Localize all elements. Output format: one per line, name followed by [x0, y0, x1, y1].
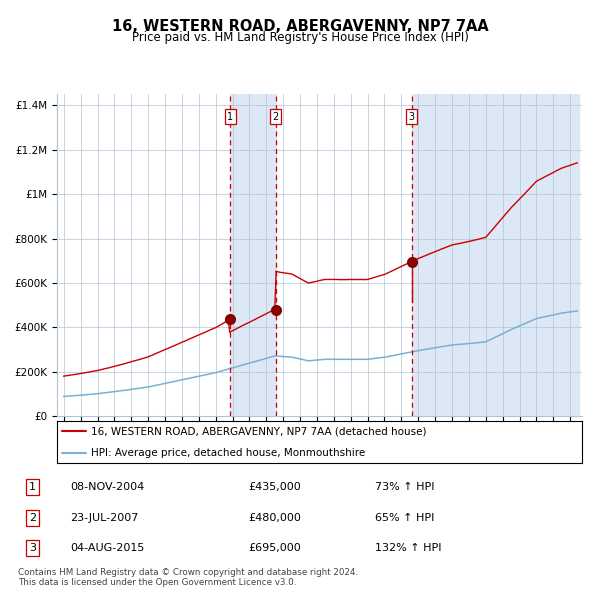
Text: £695,000: £695,000 [248, 543, 301, 553]
Text: 2: 2 [29, 513, 36, 523]
Text: 16, WESTERN ROAD, ABERGAVENNY, NP7 7AA: 16, WESTERN ROAD, ABERGAVENNY, NP7 7AA [112, 19, 488, 34]
Text: £435,000: £435,000 [248, 482, 301, 492]
Text: 73% ↑ HPI: 73% ↑ HPI [375, 482, 434, 492]
Bar [230, 94, 276, 416]
Bar [412, 94, 578, 416]
Text: 2: 2 [272, 112, 279, 122]
Text: 23-JUL-2007: 23-JUL-2007 [70, 513, 138, 523]
Text: 65% ↑ HPI: 65% ↑ HPI [375, 513, 434, 523]
Text: 04-AUG-2015: 04-AUG-2015 [70, 543, 144, 553]
Text: 1: 1 [227, 112, 233, 122]
Text: 3: 3 [409, 112, 415, 122]
Text: 08-NOV-2004: 08-NOV-2004 [70, 482, 144, 492]
Text: 1: 1 [29, 482, 36, 492]
Text: 132% ↑ HPI: 132% ↑ HPI [375, 543, 442, 553]
Text: 16, WESTERN ROAD, ABERGAVENNY, NP7 7AA (detached house): 16, WESTERN ROAD, ABERGAVENNY, NP7 7AA (… [91, 427, 427, 436]
Text: HPI: Average price, detached house, Monmouthshire: HPI: Average price, detached house, Monm… [91, 448, 365, 457]
Text: Contains HM Land Registry data © Crown copyright and database right 2024.
This d: Contains HM Land Registry data © Crown c… [18, 568, 358, 587]
Text: £480,000: £480,000 [248, 513, 301, 523]
Text: 3: 3 [29, 543, 36, 553]
Text: Price paid vs. HM Land Registry's House Price Index (HPI): Price paid vs. HM Land Registry's House … [131, 31, 469, 44]
